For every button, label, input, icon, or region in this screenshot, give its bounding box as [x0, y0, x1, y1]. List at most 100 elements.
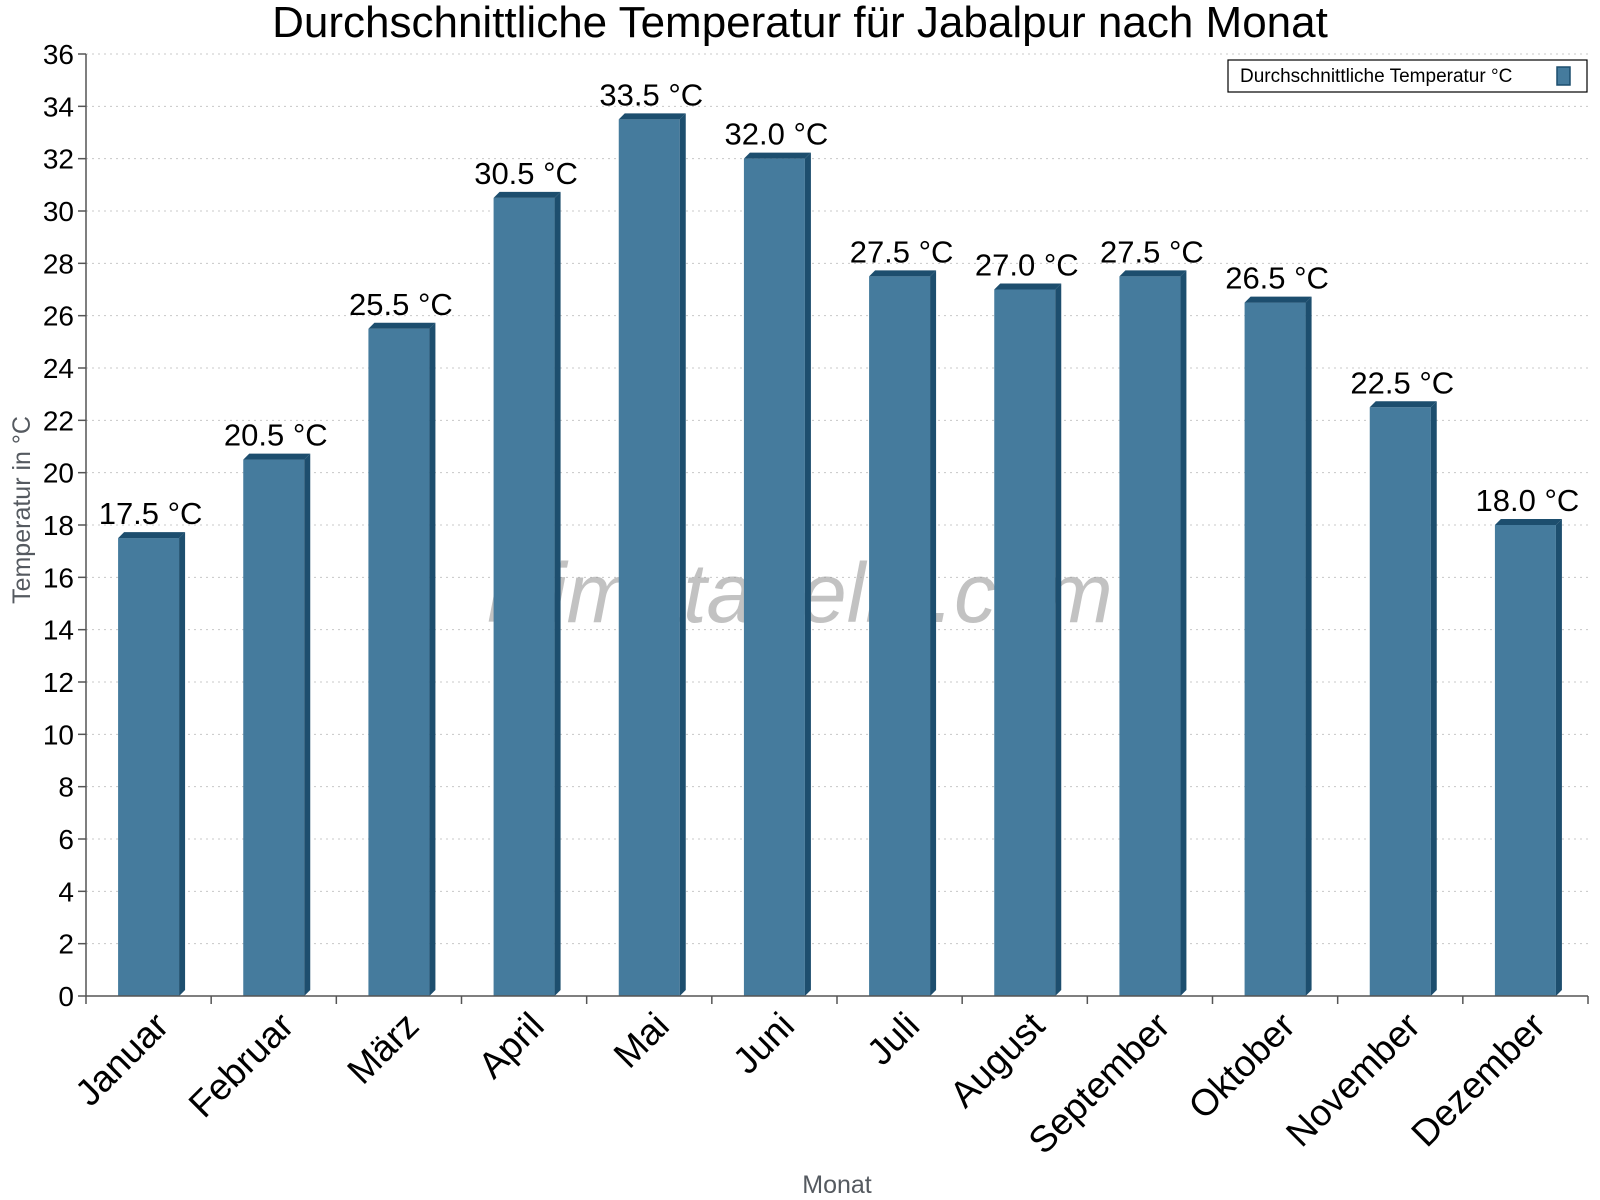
x-tick-label: Oktober	[1181, 1005, 1303, 1127]
bar-value-label: 30.5 °C	[474, 156, 578, 191]
legend-swatch	[1556, 66, 1571, 86]
x-axis-title: Monat	[802, 1171, 872, 1199]
bar-front	[743, 158, 805, 996]
y-tick-label: 24	[43, 353, 74, 384]
bar	[994, 283, 1062, 996]
bar-top	[1119, 270, 1187, 277]
y-tick-label: 18	[43, 510, 74, 541]
x-tick-label: Mai	[606, 1005, 677, 1076]
y-tick-label: 20	[43, 458, 74, 489]
chart-title: Durchschnittliche Temperatur für Jabalpu…	[272, 0, 1328, 47]
y-tick-label: 22	[43, 405, 74, 436]
y-tick-label: 6	[58, 824, 74, 855]
y-tick-label: 26	[43, 301, 74, 332]
gridlines	[86, 53, 1588, 945]
bar	[368, 322, 436, 996]
x-tick-label: Juni	[725, 1005, 802, 1082]
y-tick-label: 28	[43, 248, 74, 279]
bar-value-label: 27.5 °C	[850, 234, 954, 269]
bar-top	[743, 152, 811, 159]
bar-value-label: 26.5 °C	[1225, 261, 1329, 296]
bar	[869, 270, 937, 997]
bar	[618, 113, 686, 996]
bar-front	[243, 459, 305, 996]
y-tick-label: 2	[58, 929, 74, 960]
bar-value-label: 25.5 °C	[349, 287, 453, 322]
y-tick-label: 10	[43, 719, 74, 750]
bar-front	[1244, 302, 1306, 996]
bar-front	[1494, 525, 1556, 996]
bar	[1369, 401, 1437, 996]
y-tick-label: 16	[43, 562, 74, 593]
bar	[1244, 296, 1312, 996]
bar	[118, 532, 186, 996]
legend-label: Durchschnittliche Temperatur °C	[1240, 66, 1512, 87]
x-tick-label: November	[1278, 1005, 1428, 1155]
bar-value-label: 22.5 °C	[1350, 365, 1454, 400]
bars	[118, 113, 1562, 997]
bar-front	[994, 289, 1056, 996]
x-tick-label: März	[339, 1005, 426, 1092]
y-tick-label: 4	[58, 876, 74, 907]
bar-value-label: 32.0 °C	[725, 117, 829, 152]
bar-front	[118, 538, 180, 996]
bar-side	[554, 191, 561, 996]
legend-box	[1227, 59, 1588, 93]
bar-side	[1430, 401, 1437, 996]
bar-side	[429, 322, 436, 996]
bar-value-label: 27.0 °C	[975, 248, 1079, 283]
bar-side	[679, 113, 686, 996]
y-tick-label: 12	[43, 667, 74, 698]
bar-side	[179, 532, 186, 996]
bar-value-label: 27.5 °C	[1100, 234, 1204, 269]
y-tick-label: 0	[58, 981, 74, 1012]
bar-top	[618, 113, 686, 120]
bar-front	[1369, 407, 1431, 996]
y-tick-label: 14	[43, 615, 74, 646]
bar	[243, 453, 311, 996]
bar-top	[994, 283, 1062, 290]
bar-top	[118, 532, 186, 539]
bar-side	[930, 270, 937, 997]
y-axis-title: Temperatur in °C	[8, 416, 36, 604]
bar-front	[493, 197, 555, 996]
bar-top	[243, 453, 311, 460]
legend: Durchschnittliche Temperatur °C	[1227, 59, 1588, 93]
x-tick-label: Dezember	[1403, 1005, 1553, 1155]
bar	[1119, 270, 1187, 997]
bar-top	[869, 270, 937, 277]
bar-top	[1494, 519, 1562, 525]
y-tick-label: 8	[58, 772, 74, 803]
bar-side	[1180, 270, 1187, 997]
bar-top	[368, 322, 436, 329]
bar-top	[1244, 296, 1312, 303]
bar-side	[1305, 296, 1312, 996]
x-tick-label: Februar	[181, 1005, 302, 1126]
bar-value-label: 17.5 °C	[99, 496, 203, 531]
bar	[1494, 519, 1562, 996]
x-tick-label: August	[942, 1004, 1053, 1115]
x-tick-label: Januar	[67, 1005, 176, 1114]
bar-value-labels: 17.5 °C 20.5 °C 25.5 °C 30.5 °C 33.5 °C 32.0 …	[99, 77, 1580, 531]
bar-front	[618, 119, 680, 996]
bar-side	[1555, 519, 1562, 996]
x-tick-label: Juli	[859, 1005, 927, 1073]
y-tick-label: 30	[43, 196, 74, 227]
y-tick-label: 36	[43, 39, 74, 70]
bar-side	[304, 453, 311, 996]
bar-top	[493, 191, 561, 198]
bar-top	[1369, 401, 1437, 408]
x-tick-label: April	[470, 1005, 551, 1086]
bar	[493, 191, 561, 996]
bar	[743, 152, 811, 996]
bar-value-label: 18.0 °C	[1476, 483, 1580, 518]
bar-value-label: 20.5 °C	[224, 418, 328, 453]
y-tick-label: 32	[43, 144, 74, 175]
bar-side	[1055, 283, 1062, 996]
bar-front	[368, 328, 430, 996]
bar-front	[1119, 276, 1181, 997]
y-tick-label: 34	[43, 91, 74, 122]
bar-side	[804, 152, 811, 996]
